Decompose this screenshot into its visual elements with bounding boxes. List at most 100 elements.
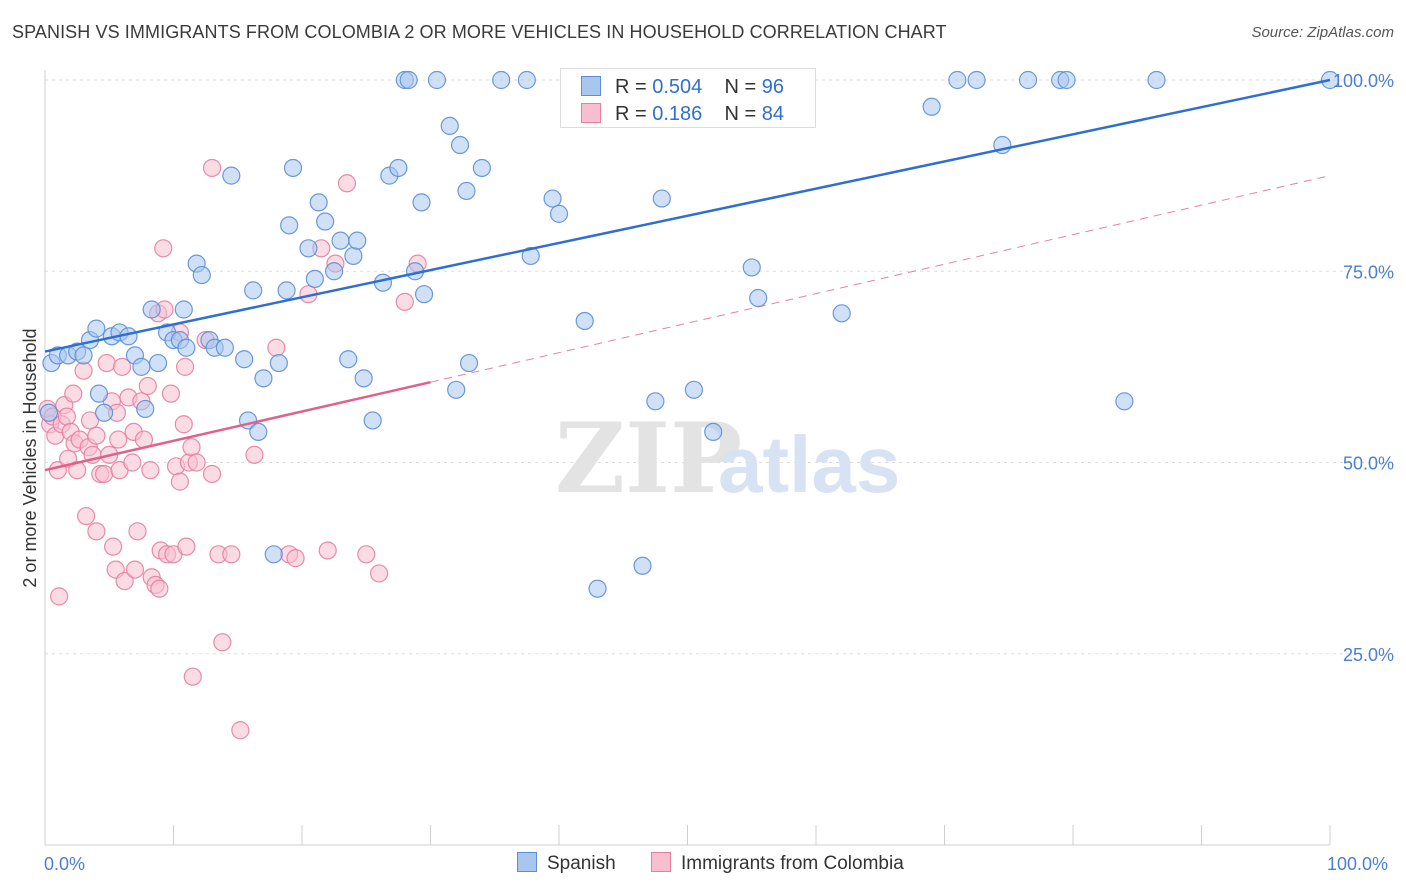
spanish-point [142, 300, 161, 319]
spanish-point [684, 380, 704, 399]
spanish-point [136, 399, 155, 419]
x-axis-ticks [44, 825, 1331, 845]
spanish-point [280, 216, 299, 235]
spanish-point [339, 350, 358, 369]
spanish-point [1115, 392, 1134, 411]
legend-r-label: R = [615, 103, 647, 125]
spanish-point [646, 392, 665, 411]
spanish-point [254, 369, 273, 388]
spanish-point [633, 556, 652, 575]
colombia-point [87, 522, 106, 541]
colombia-point [74, 361, 93, 380]
legend-swatch-colombia [651, 852, 671, 872]
spanish-point [948, 70, 967, 90]
spanish-trend-line [44, 78, 1331, 353]
colombia-point [138, 376, 157, 396]
colombia-point [150, 579, 169, 598]
colombia-point [222, 545, 241, 564]
x-tick-label-min: 0.0% [44, 854, 85, 874]
spanish-point [1147, 70, 1166, 90]
y-tick-label: 25.0% [1343, 645, 1394, 665]
colombia-point [161, 384, 181, 403]
y-tick-label: 75.0% [1343, 262, 1394, 282]
legend-swatch-spanish [517, 852, 537, 872]
colombia-point [104, 537, 123, 556]
colombia-point [123, 453, 142, 472]
colombia-point [77, 506, 96, 526]
legend-item-colombia[interactable]: Immigrants from Colombia [651, 852, 904, 875]
colombia-point [97, 353, 116, 373]
spanish-point [95, 403, 114, 422]
spanish-point [39, 403, 58, 422]
spanish-point [277, 281, 296, 300]
series-spanish-points [39, 70, 1340, 598]
colombia-point [109, 430, 128, 449]
spanish-point [132, 357, 151, 376]
colombia-trend-extension [430, 175, 1331, 383]
spanish-point [543, 189, 562, 208]
spanish-point [704, 422, 723, 441]
legend-item-spanish[interactable]: Spanish [517, 852, 616, 875]
spanish-point [389, 158, 408, 178]
legend-n-label: N = [724, 103, 757, 125]
watermark-zip: ZIP [555, 402, 742, 515]
colombia-point [87, 426, 106, 445]
spanish-point [354, 369, 373, 388]
colombia-point [202, 464, 222, 484]
colombia-point [115, 571, 134, 591]
chart-title: SPANISH VS IMMIGRANTS FROM COLOMBIA 2 OR… [12, 22, 947, 42]
spanish-point [244, 281, 263, 300]
spanish-point [457, 181, 476, 201]
spanish-point [414, 285, 434, 304]
series-colombia-points [38, 158, 427, 740]
spanish-point [922, 97, 941, 116]
watermark: ZIP atlas [555, 402, 900, 515]
colombia-point [395, 292, 414, 311]
colombia-point [286, 549, 305, 568]
series-legend: Spanish Immigrants from Colombia [0, 852, 1406, 878]
spanish-point [588, 579, 607, 598]
colombia-point [57, 407, 76, 426]
colombia-point [245, 445, 264, 464]
correlation-legend: R = 0.504 N = 96 R = 0.186 N = 84 [560, 68, 816, 128]
spanish-point [492, 70, 511, 90]
spanish-point [440, 116, 459, 136]
colombia-point [141, 461, 160, 480]
spanish-point [222, 166, 241, 185]
y-tick-label: 50.0% [1343, 454, 1394, 474]
spanish-point [549, 204, 569, 223]
x-tick-label-max: 100.0% [1327, 854, 1388, 874]
colombia-trend-line [44, 380, 431, 472]
spanish-point [87, 319, 106, 338]
spanish-point [177, 338, 196, 357]
colombia-point [112, 357, 132, 376]
spanish-point [74, 346, 93, 365]
spanish-point [749, 288, 768, 308]
spanish-point [316, 212, 335, 231]
spanish-point [459, 353, 479, 373]
legend-r-value: 0.504 [652, 76, 703, 98]
spanish-point [652, 189, 671, 208]
spanish-point [1057, 70, 1076, 90]
spanish-point [412, 193, 431, 212]
colombia-point [177, 537, 196, 556]
colombia-point [187, 453, 206, 472]
spanish-point [1018, 70, 1038, 90]
colombia-point [202, 158, 222, 178]
colombia-point [174, 415, 193, 434]
legend-row-spanish: R = 0.504 N = 96 [581, 76, 784, 98]
colombia-point [170, 472, 190, 491]
colombia-point [183, 667, 202, 686]
spanish-point [299, 239, 318, 258]
spanish-point [521, 246, 540, 266]
legend-r-label: R = [615, 76, 647, 98]
legend-label-colombia: Immigrants from Colombia [681, 853, 904, 874]
legend-swatch-blue [581, 76, 601, 96]
spanish-point [363, 411, 382, 430]
y-axis-tick-labels: 25.0% 50.0% 75.0% 100.0% [1333, 71, 1394, 665]
spanish-point [215, 338, 234, 357]
legend-r-value: 0.186 [652, 103, 703, 125]
watermark-atlas: atlas [718, 420, 900, 509]
colombia-point [231, 721, 250, 740]
